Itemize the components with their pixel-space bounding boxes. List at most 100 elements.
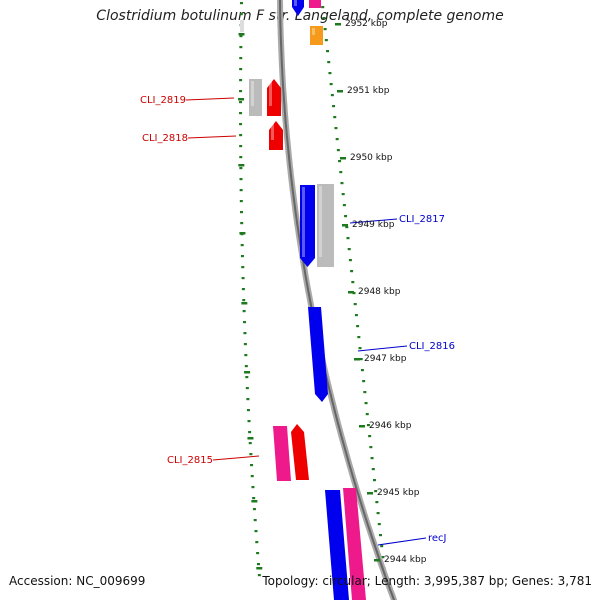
ruler-dot <box>371 468 375 471</box>
ruler-dot <box>352 292 356 295</box>
gene-block-cli2815-pink <box>273 426 291 481</box>
label-leader-line <box>187 135 237 139</box>
ruler-dot <box>333 116 337 119</box>
ruler-dot <box>321 6 325 9</box>
ruler-tick <box>244 371 251 374</box>
ruler-dot <box>335 138 339 141</box>
ruler-dot <box>359 358 363 361</box>
ruler-dot <box>244 354 248 357</box>
ruler-dot <box>256 552 260 555</box>
ruler-dot <box>363 391 367 394</box>
ruler-dot <box>380 545 384 548</box>
label-leader-line <box>212 455 260 461</box>
ruler-dot <box>353 303 357 306</box>
ruler-dot <box>360 369 364 372</box>
ruler-dot <box>351 281 355 284</box>
ruler-dot <box>377 523 381 526</box>
ruler-dot <box>239 112 243 115</box>
ruler-tick <box>247 437 254 440</box>
ruler-dot <box>239 101 243 104</box>
map-title: Clostridium botulinum F str. Langeland, … <box>96 8 504 24</box>
ruler-tick <box>251 500 258 503</box>
ruler-dot <box>356 325 360 328</box>
gene-arrow-cli2818 <box>269 121 283 150</box>
ruler-dot <box>329 83 333 86</box>
ruler-dot <box>239 145 243 148</box>
ruler-dot <box>239 200 243 203</box>
label-leaders <box>185 97 427 546</box>
ruler-dot <box>239 57 243 60</box>
ruler-dot <box>246 409 250 412</box>
ruler-dot <box>375 501 379 504</box>
ruler-dot <box>239 79 243 82</box>
ruler-dot <box>350 270 354 273</box>
ruler-dot <box>250 464 254 467</box>
kbp-label: 2947 kbp <box>364 354 407 364</box>
gene-label-cli-2817: CLI_2817 <box>399 214 445 225</box>
ruler-dot <box>240 244 244 247</box>
ruler-dot <box>348 259 352 262</box>
ruler-dot <box>326 50 330 53</box>
gene-label-cli-2819: CLI_2819 <box>140 95 186 106</box>
ruler-dot <box>239 178 243 181</box>
ruler-dot <box>324 39 328 42</box>
ruler-dot <box>255 541 259 544</box>
inner-ruler <box>238 2 263 577</box>
outer-ruler <box>321 6 387 581</box>
ruler-dot <box>372 479 376 482</box>
ruler-dot <box>247 420 251 423</box>
ruler-dot <box>342 204 346 207</box>
ruler-dot <box>358 347 362 350</box>
ruler-dot <box>239 167 243 170</box>
kbp-label: 2946 kbp <box>369 421 412 431</box>
ruler-dot <box>362 380 366 383</box>
gene-label-recj: recJ <box>428 533 447 544</box>
kbp-labels: 2952 kbp 2951 kbp 2950 kbp 2949 kbp 2948 kbp… <box>335 19 427 565</box>
ruler-dot <box>347 248 351 251</box>
ruler-dot <box>243 332 247 335</box>
gene-arrow-cli2819 <box>267 79 281 116</box>
ruler-dot <box>239 189 243 192</box>
ruler-dot <box>239 123 243 126</box>
ruler-dot <box>245 387 249 390</box>
ruler-dot <box>334 127 338 130</box>
topology-summary: Topology: circular; Length: 3,995,387 bp… <box>262 574 592 588</box>
gene-features <box>240 0 366 600</box>
kbp-tick <box>374 559 380 562</box>
ruler-dot <box>256 563 260 566</box>
kbp-label: 2952 kbp <box>345 19 388 29</box>
ruler-dot <box>240 222 244 225</box>
ruler-dot <box>323 28 327 31</box>
gene-block-cli2819-gray <box>249 79 262 116</box>
label-leader-line <box>185 97 235 101</box>
label-leader-line <box>357 345 408 352</box>
genome-backbone <box>277 0 398 600</box>
ruler-dot <box>242 310 246 313</box>
gene-block-top-orange <box>310 26 323 45</box>
kbp-tick <box>335 23 341 26</box>
ruler-dot <box>250 475 254 478</box>
gene-block-cli2817 <box>317 184 334 267</box>
kbp-label: 2951 kbp <box>347 86 390 96</box>
ruler-dot <box>257 574 261 577</box>
gene-arrow-cli2816 <box>308 307 328 402</box>
ruler-tick <box>238 98 245 101</box>
kbp-label: 2944 kbp <box>384 555 427 565</box>
ruler-dot <box>254 530 258 533</box>
ruler-dot <box>336 149 340 152</box>
gene-block-recj-pink <box>343 488 366 600</box>
ruler-dot <box>243 343 247 346</box>
ruler-dot <box>357 336 361 339</box>
ruler-dot <box>368 435 372 438</box>
ruler-dot <box>240 255 244 258</box>
ruler-dot <box>328 72 332 75</box>
kbp-tick <box>342 224 348 227</box>
gene-label-cli-2815: CLI_2815 <box>167 455 213 466</box>
gene-block-recj-blue <box>325 490 349 600</box>
ruler-dot <box>370 457 374 460</box>
kbp-tick <box>354 358 360 361</box>
ruler-dot <box>341 193 345 196</box>
gene-labels: CLI_2819 CLI_2818 CLI_2817 CLI_2816 CLI_2815… <box>140 95 455 544</box>
ruler-dot <box>241 277 245 280</box>
